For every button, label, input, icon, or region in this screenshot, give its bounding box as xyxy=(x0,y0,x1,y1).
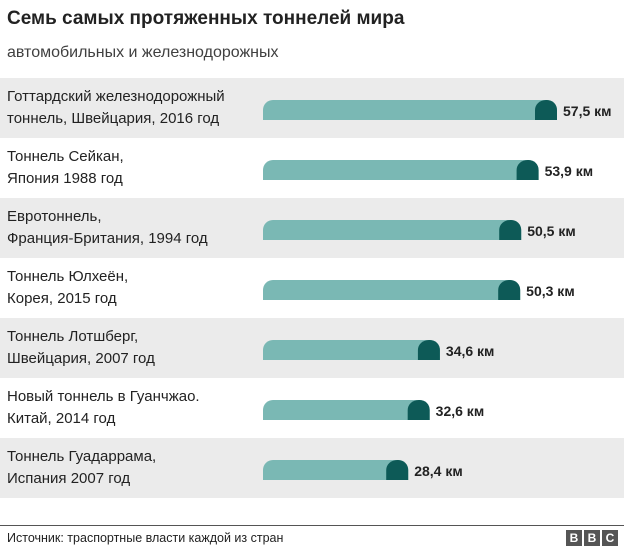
chart-plot: 57,5 км 53,9 км 50,5 км 50,3 км 34,6 км 32,6 … xyxy=(0,78,624,498)
bar-end-cap xyxy=(535,100,557,120)
bbc-logo-letter: C xyxy=(602,530,618,546)
bar-chart: 57,5 км 53,9 км 50,5 км 50,3 км 34,6 км 32,6 … xyxy=(0,78,624,498)
value-label: 53,9 км xyxy=(545,163,594,179)
value-label: 28,4 км xyxy=(414,463,463,479)
category-label: Тоннель Гуадаррама, xyxy=(7,448,157,465)
category-label: Тоннель Сейкан, xyxy=(7,148,124,165)
category-label: Франция-Британия, 1994 год xyxy=(7,230,208,247)
bar xyxy=(263,460,409,480)
bar xyxy=(263,340,440,360)
value-label: 57,5 км xyxy=(563,103,612,119)
category-label: Тоннель Лотшберг, xyxy=(7,328,139,345)
category-label: Корея, 2015 год xyxy=(7,290,117,307)
bar xyxy=(263,160,539,180)
bar-end-cap xyxy=(499,220,522,240)
category-label: Тоннель Юлхеён, xyxy=(7,268,129,285)
chart-title: Семь самых протяженных тоннелей мира xyxy=(7,8,405,29)
bar-end-cap xyxy=(417,340,440,360)
bar xyxy=(263,220,522,240)
chart-subtitle: автомобильных и железнодорожных xyxy=(7,44,279,61)
category-label: Новый тоннель в Гуанчжао. xyxy=(7,388,200,405)
category-label: Евротоннель, xyxy=(7,208,102,225)
category-label: Япония 1988 год xyxy=(7,170,123,187)
bbc-logo: B B C xyxy=(566,530,618,546)
footer-divider xyxy=(0,525,624,526)
category-label: Китай, 2014 год xyxy=(7,410,116,427)
bar-end-cap xyxy=(407,400,430,420)
value-label: 50,3 км xyxy=(526,283,575,299)
source-note: Источник: траспортные власти каждой из с… xyxy=(7,531,284,545)
bbc-logo-letter: B xyxy=(584,530,600,546)
bar-end-cap xyxy=(498,280,521,300)
bar xyxy=(263,100,557,120)
value-label: 50,5 км xyxy=(527,223,576,239)
category-label: Готтардский железнодорожный xyxy=(7,88,225,105)
bbc-logo-letter: B xyxy=(566,530,582,546)
category-label: тоннель, Швейцария, 2016 год xyxy=(7,110,220,127)
category-label: Испания 2007 год xyxy=(7,470,131,487)
bar xyxy=(263,280,521,300)
category-label: Швейцария, 2007 год xyxy=(7,350,155,367)
bar-end-cap xyxy=(516,160,539,180)
value-label: 32,6 км xyxy=(436,403,485,419)
bar-end-cap xyxy=(386,460,409,480)
bar xyxy=(263,400,430,420)
value-label: 34,6 км xyxy=(446,343,495,359)
